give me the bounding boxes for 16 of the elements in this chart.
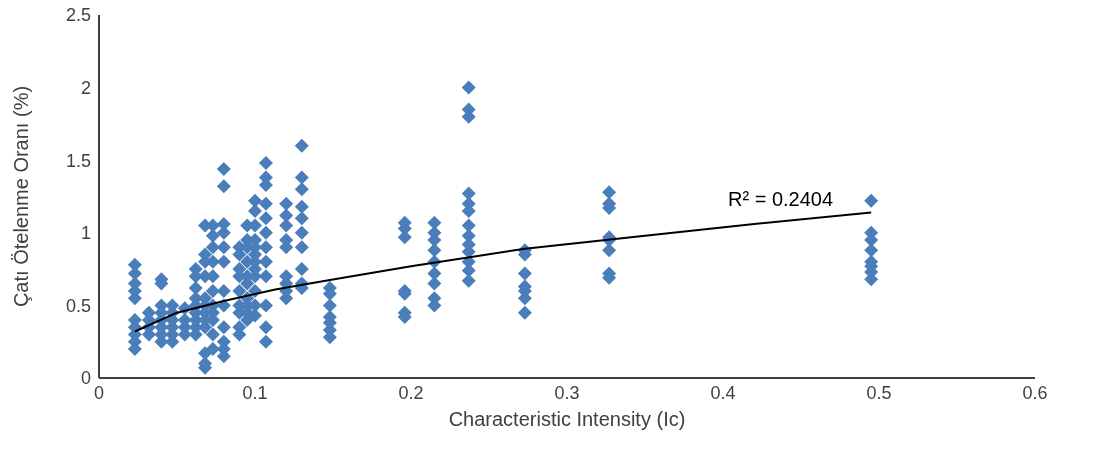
x-axis-title: Characteristic Intensity (Ic): [448, 408, 686, 430]
x-tick-label: 0.2: [398, 382, 424, 403]
y-tick-label: 1: [80, 223, 91, 244]
y-tick-label: 2.5: [65, 5, 91, 26]
x-tick-label: 0: [93, 382, 105, 403]
x-tick-label: 0.1: [242, 382, 268, 403]
y-axis-title: Çatı Ötelenme Oranı (%): [10, 85, 33, 308]
y-tick-label: 2: [80, 77, 91, 98]
y-tick-label: 0: [80, 368, 91, 389]
x-tick-label: 0.6: [1022, 382, 1048, 403]
y-tick-label: 0.5: [65, 295, 91, 316]
x-tick-label: 0.5: [866, 382, 892, 403]
x-tick-label: 0.3: [554, 382, 580, 403]
annotation: R² = 0.2404: [728, 188, 834, 211]
x-tick-label: 0.4: [710, 382, 736, 403]
y-tick-label: 1.5: [65, 150, 91, 171]
